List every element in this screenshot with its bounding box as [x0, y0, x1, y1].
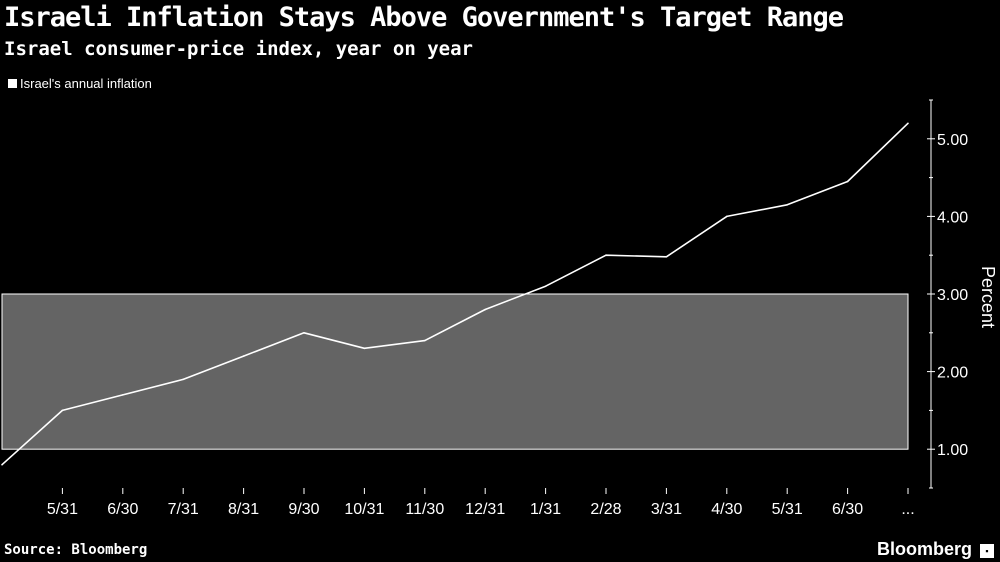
y-tick-label: 5.00 — [937, 132, 968, 149]
x-tick-label: 6/30 — [832, 501, 863, 518]
y-tick-label: 2.00 — [937, 365, 968, 382]
data-point — [61, 409, 64, 412]
data-point — [424, 339, 426, 342]
data-point — [605, 254, 607, 256]
data-point — [182, 378, 184, 381]
x-tick-label: 5/31 — [772, 501, 803, 518]
series-line-israel-annual-inflation — [1, 122, 909, 466]
x-tick-label: 3/31 — [651, 501, 682, 518]
x-tick-label: 12/31 — [465, 501, 505, 518]
x-tick-label: 2/28 — [590, 501, 621, 518]
data-point — [1, 463, 3, 466]
data-point — [303, 332, 305, 334]
brand-logo-icon: ▪ — [980, 544, 994, 558]
x-tick-label: 1/31 — [530, 501, 561, 518]
x-tick-label: 11/30 — [405, 501, 444, 518]
legend: Israel's annual inflation — [8, 76, 152, 91]
data-point — [122, 394, 124, 396]
x-tick-label: 8/31 — [228, 501, 259, 518]
legend-label: Israel's annual inflation — [20, 76, 152, 91]
data-point — [544, 285, 547, 288]
chart-subtitle: Israel consumer-price index, year on yea… — [4, 38, 473, 60]
data-point — [786, 203, 788, 206]
data-point — [665, 255, 668, 258]
data-point — [242, 355, 245, 357]
y-tick-label: 4.00 — [937, 209, 968, 226]
data-point — [907, 122, 909, 125]
brand-logo: Bloomberg — [876, 539, 972, 559]
data-point — [484, 308, 487, 311]
x-tick-label: 10/31 — [344, 501, 384, 518]
y-tick-label: 1.00 — [937, 442, 968, 459]
x-tick-label: ... — [901, 501, 914, 518]
x-tick-label: 4/30 — [711, 501, 742, 518]
y-tick-label: 3.00 — [937, 287, 968, 304]
data-point — [846, 180, 849, 183]
y-axis-title: Percent — [978, 266, 998, 328]
legend-swatch — [8, 79, 17, 88]
x-tick-label: 6/30 — [107, 501, 138, 518]
chart-title: Israeli Inflation Stays Above Government… — [4, 2, 844, 33]
data-point — [726, 215, 728, 218]
target-range-band — [1, 293, 909, 450]
data-point — [363, 347, 366, 350]
x-tick-label: 7/31 — [168, 501, 199, 518]
x-tick-label: 5/31 — [47, 501, 78, 518]
x-tick-label: 9/30 — [288, 501, 319, 518]
source-note: Source: Bloomberg — [4, 542, 148, 558]
